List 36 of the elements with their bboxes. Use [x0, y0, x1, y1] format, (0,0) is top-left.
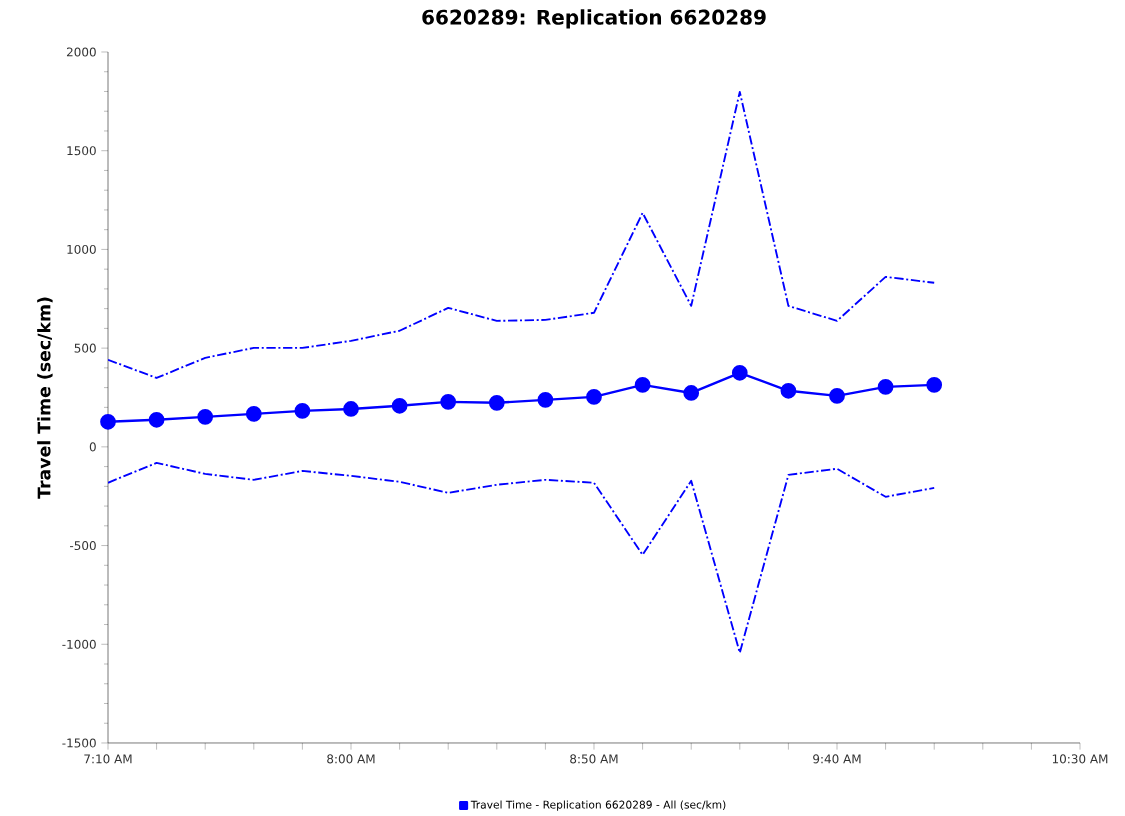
point: [148, 412, 165, 428]
point: [731, 365, 748, 381]
point: [100, 413, 116, 430]
point: [586, 389, 602, 405]
point: [829, 388, 845, 404]
y-tick-label: 500: [74, 343, 96, 353]
y-tick-label: -1500: [62, 738, 96, 748]
x-tick-label: 7:10 AM: [84, 754, 132, 764]
y-tick-label: 0: [89, 442, 96, 452]
point: [683, 385, 700, 401]
y-tick-label: 2000: [66, 47, 96, 57]
line-series: [108, 461, 936, 654]
y-tick-label: 1000: [67, 244, 96, 255]
point: [245, 406, 262, 422]
x-tick-label: 10:30 AM: [1052, 754, 1108, 764]
legend-label: Travel Time - Replication 6620289 - All (sec/km): [470, 800, 726, 811]
y-tick-label: 1500: [67, 146, 96, 156]
x-tick-label: 8:00 AM: [327, 754, 375, 764]
point: [440, 394, 457, 410]
y-axis-title: Travel Time (sec/km): [37, 297, 53, 499]
point: [877, 379, 894, 395]
x-tick-label: 9:40 AM: [813, 754, 861, 764]
point: [294, 403, 311, 419]
x-tick-label: 8:50 AM: [570, 754, 618, 764]
point: [488, 395, 505, 411]
point: [780, 382, 797, 399]
point: [634, 377, 651, 393]
point: [926, 377, 943, 393]
point: [537, 392, 554, 408]
chart-title: 6620289: Replication 6620289: [422, 9, 766, 29]
y-tick-label: -1000: [62, 639, 96, 649]
y-tick-label: -500: [69, 541, 96, 551]
line-series: [108, 91, 936, 379]
point: [391, 397, 408, 414]
point: [197, 409, 214, 425]
point: [343, 401, 359, 417]
